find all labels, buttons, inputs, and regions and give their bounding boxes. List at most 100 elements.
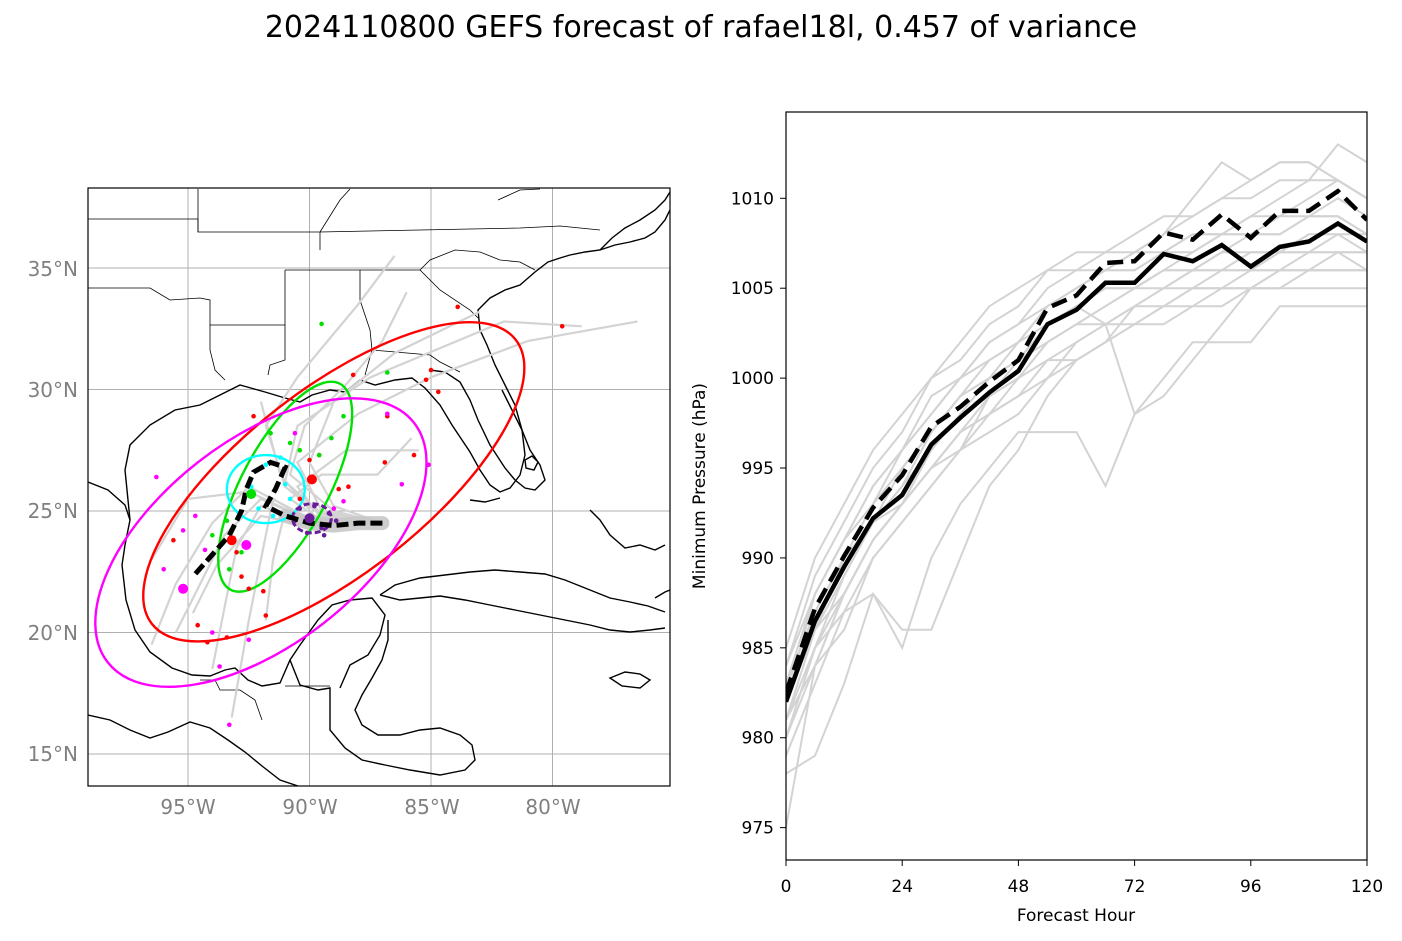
mean-pressure-line bbox=[786, 220, 1367, 703]
y-tick-label: 990 bbox=[742, 549, 774, 569]
x-tick-label: 48 bbox=[1008, 877, 1030, 897]
y-tick-label: 1000 bbox=[731, 369, 774, 389]
purple-point bbox=[321, 533, 327, 538]
green-point bbox=[316, 452, 322, 458]
mean-position-markers bbox=[178, 474, 317, 594]
magenta-ellipse bbox=[94, 397, 428, 689]
red-point bbox=[336, 486, 342, 492]
magenta-point bbox=[385, 411, 390, 417]
ensemble-track bbox=[211, 504, 383, 670]
magenta-point bbox=[154, 474, 159, 480]
purple-point bbox=[304, 530, 310, 536]
ensemble-mean-track bbox=[191, 459, 383, 579]
green-point bbox=[239, 550, 244, 555]
lat-tick-label: 30°N bbox=[28, 378, 78, 402]
magenta-point bbox=[210, 630, 215, 635]
lat-tick-label: 15°N bbox=[28, 742, 78, 766]
cyan-point bbox=[282, 482, 288, 487]
green-mean-marker bbox=[246, 489, 257, 499]
red-point bbox=[423, 377, 429, 383]
magenta-point bbox=[180, 528, 186, 533]
hispaniola-coastline bbox=[654, 589, 670, 599]
green-point bbox=[224, 518, 230, 523]
cyan-point bbox=[270, 513, 276, 519]
green-point bbox=[341, 413, 346, 419]
uncertainty-ellipses bbox=[94, 320, 526, 689]
lake-okeechobee bbox=[524, 455, 539, 471]
red-mean-marker bbox=[306, 474, 317, 485]
cyan-point bbox=[256, 506, 261, 511]
red-point bbox=[428, 367, 434, 373]
x-tick-label: 0 bbox=[781, 877, 792, 897]
ensemble-member-line bbox=[786, 251, 1367, 721]
cyan-point bbox=[287, 496, 293, 502]
red-point bbox=[559, 324, 565, 329]
green-point bbox=[210, 533, 215, 538]
pressure-chart-panel: 975 980 985 990 995 1000 1005 1010 0 24 48 72 96 120… bbox=[690, 111, 1383, 926]
red-point bbox=[382, 460, 388, 465]
green-point bbox=[329, 435, 334, 441]
green-point bbox=[319, 321, 324, 327]
magenta-point bbox=[292, 430, 298, 436]
ensemble-member-lines bbox=[786, 143, 1367, 828]
magenta-point bbox=[331, 506, 337, 511]
cyan-point bbox=[263, 462, 269, 468]
ensemble-track bbox=[288, 291, 408, 525]
y-tick-label: 985 bbox=[742, 639, 774, 659]
x-tick-label: 24 bbox=[891, 877, 913, 897]
ensemble-member-line bbox=[786, 161, 1367, 667]
lat-tick-label: 35°N bbox=[28, 257, 78, 281]
red-mean-marker bbox=[226, 535, 237, 546]
ensemble-member-line bbox=[786, 269, 1367, 757]
red-point bbox=[411, 452, 417, 458]
y-axis-label: Minimum Pressure (hPa) bbox=[690, 383, 710, 589]
purple-mean-marker bbox=[304, 513, 315, 524]
ensemble-track bbox=[296, 320, 638, 525]
ensemble-member-line bbox=[786, 179, 1367, 667]
pressure-chart-frame bbox=[785, 111, 1368, 861]
ensemble-track bbox=[295, 449, 419, 525]
magenta-point bbox=[227, 722, 232, 728]
bahamas-coastline bbox=[589, 509, 666, 551]
green-point bbox=[297, 448, 303, 453]
magenta-point bbox=[426, 462, 431, 468]
cyan-ellipse bbox=[225, 453, 306, 525]
magenta-point bbox=[193, 513, 198, 519]
lat-tick-label: 20°N bbox=[28, 621, 78, 645]
red-point bbox=[297, 496, 303, 502]
lon-tick-label: 85°W bbox=[404, 795, 459, 819]
map-frame bbox=[87, 187, 671, 787]
ensemble-member-line bbox=[786, 269, 1367, 685]
red-point bbox=[455, 304, 461, 310]
y-tick-label: 1010 bbox=[731, 189, 774, 209]
dashed-mean-pressure-line bbox=[786, 188, 1367, 694]
y-tick-label: 1005 bbox=[731, 279, 774, 299]
us-gulf-coastline bbox=[88, 481, 386, 689]
magenta-point bbox=[217, 664, 222, 669]
lat-tick-label: 25°N bbox=[28, 499, 78, 523]
purple-point bbox=[312, 503, 317, 509]
ensemble-member-line bbox=[786, 287, 1367, 739]
red-point bbox=[224, 635, 230, 640]
ensemble-track bbox=[259, 401, 383, 525]
green-point bbox=[227, 567, 232, 572]
magenta-point bbox=[202, 547, 208, 553]
y-tick-label: 995 bbox=[742, 459, 774, 479]
ensemble-track bbox=[308, 310, 481, 525]
x-axis-ticks: 0 24 48 72 96 120 bbox=[781, 860, 1383, 897]
red-point bbox=[171, 537, 176, 543]
lon-tick-label: 80°W bbox=[525, 795, 580, 819]
red-point bbox=[307, 457, 312, 463]
coastline-layer bbox=[88, 191, 670, 786]
magenta-mean-marker bbox=[241, 540, 252, 550]
x-tick-label: 72 bbox=[1124, 877, 1146, 897]
cyan-point bbox=[278, 455, 283, 460]
y-tick-label: 980 bbox=[742, 729, 774, 749]
atlantic-coastline bbox=[599, 191, 670, 251]
green-point bbox=[385, 370, 390, 375]
green-point bbox=[268, 430, 273, 436]
jamaica-coastline bbox=[608, 671, 652, 689]
magenta-point bbox=[161, 567, 166, 572]
red-point bbox=[436, 389, 441, 395]
